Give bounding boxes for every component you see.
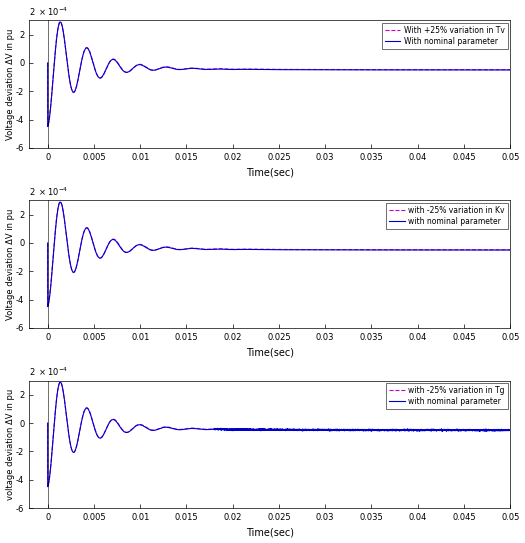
with -25% variation in Tg	[68, 444, 74, 451]
with nominal parameter	[68, 444, 74, 451]
Legend: with -25% variation in Tg, with nominal parameter: with -25% variation in Tg, with nominal …	[386, 383, 508, 409]
With nominal parameter	[212, 66, 218, 72]
With +25% variation in Tv	[45, 123, 51, 130]
with nominal parameter	[57, 379, 64, 386]
with nominal parameter	[57, 199, 64, 205]
with nominal parameter	[68, 264, 74, 270]
With +25% variation in Tv	[507, 66, 513, 73]
with nominal parameter	[45, 420, 51, 426]
with -25% variation in Kv	[387, 247, 394, 253]
with -25% variation in Tg	[212, 426, 218, 432]
with -25% variation in Tg	[412, 426, 418, 433]
With nominal parameter	[57, 19, 64, 26]
with -25% variation in Kv	[212, 245, 218, 252]
With +25% variation in Tv	[412, 66, 418, 73]
Y-axis label: Voltage deviation ΔV in pu: Voltage deviation ΔV in pu	[6, 209, 15, 320]
With +25% variation in Tv	[212, 66, 218, 72]
with -25% variation in Kv	[68, 264, 74, 271]
with -25% variation in Kv	[507, 247, 513, 253]
Text: $2\ \times 10^{-4}$: $2\ \times 10^{-4}$	[29, 186, 69, 198]
With +25% variation in Tv	[68, 84, 74, 91]
with -25% variation in Kv	[412, 247, 418, 253]
With nominal parameter	[45, 123, 51, 130]
with nominal parameter	[45, 239, 51, 246]
Legend: with -25% variation in Kv, with nominal parameter: with -25% variation in Kv, with nominal …	[386, 203, 508, 229]
with -25% variation in Tg	[45, 420, 51, 426]
with -25% variation in Kv	[318, 247, 324, 253]
Text: $2\ \times 10^{-4}$: $2\ \times 10^{-4}$	[29, 5, 69, 18]
With nominal parameter	[412, 67, 418, 73]
with nominal parameter	[339, 426, 345, 433]
With +25% variation in Tv	[57, 18, 64, 25]
With nominal parameter	[68, 84, 74, 90]
With +25% variation in Tv	[339, 66, 345, 73]
with -25% variation in Tg	[339, 426, 345, 433]
with nominal parameter	[45, 304, 51, 310]
X-axis label: Time(sec): Time(sec)	[246, 527, 293, 538]
With +25% variation in Tv	[318, 66, 324, 73]
with -25% variation in Kv	[57, 198, 64, 205]
with nominal parameter	[412, 247, 418, 253]
with nominal parameter	[387, 247, 394, 253]
with -25% variation in Kv	[45, 239, 51, 246]
with -25% variation in Tg	[45, 483, 51, 490]
with -25% variation in Tg	[507, 426, 513, 433]
Y-axis label: Voltage deviation ΔV in pu: Voltage deviation ΔV in pu	[6, 28, 15, 140]
Line: with -25% variation in Tg: with -25% variation in Tg	[48, 382, 510, 487]
Y-axis label: voltage deviation ΔV in pu: voltage deviation ΔV in pu	[6, 389, 15, 500]
with nominal parameter	[507, 247, 513, 253]
Line: with -25% variation in Kv: with -25% variation in Kv	[48, 201, 510, 306]
with -25% variation in Tg	[57, 378, 64, 385]
with -25% variation in Tg	[387, 426, 394, 433]
with nominal parameter	[318, 247, 324, 253]
with nominal parameter	[318, 427, 324, 433]
with -25% variation in Kv	[339, 247, 345, 253]
With nominal parameter	[387, 67, 394, 73]
With +25% variation in Tv	[45, 60, 51, 66]
with nominal parameter	[212, 246, 218, 252]
Text: $2\ \times 10^{-4}$: $2\ \times 10^{-4}$	[29, 365, 69, 378]
X-axis label: Time(sec): Time(sec)	[246, 167, 293, 178]
X-axis label: Time(sec): Time(sec)	[246, 348, 293, 357]
With nominal parameter	[339, 67, 345, 73]
Line: With +25% variation in Tv: With +25% variation in Tv	[48, 22, 510, 127]
With nominal parameter	[45, 60, 51, 66]
with nominal parameter	[387, 427, 394, 433]
Legend: With +25% variation in Tv, With nominal parameter: With +25% variation in Tv, With nominal …	[382, 23, 508, 49]
Line: with nominal parameter: with nominal parameter	[48, 382, 510, 487]
with nominal parameter	[45, 483, 51, 490]
with nominal parameter	[212, 426, 218, 433]
With nominal parameter	[507, 67, 513, 73]
With nominal parameter	[318, 67, 324, 73]
With +25% variation in Tv	[387, 66, 394, 73]
with -25% variation in Tg	[318, 426, 324, 433]
Line: with nominal parameter: with nominal parameter	[48, 202, 510, 307]
with -25% variation in Kv	[45, 303, 51, 310]
with nominal parameter	[412, 427, 418, 433]
with nominal parameter	[339, 247, 345, 253]
with nominal parameter	[507, 427, 513, 433]
Line: With nominal parameter: With nominal parameter	[48, 22, 510, 127]
